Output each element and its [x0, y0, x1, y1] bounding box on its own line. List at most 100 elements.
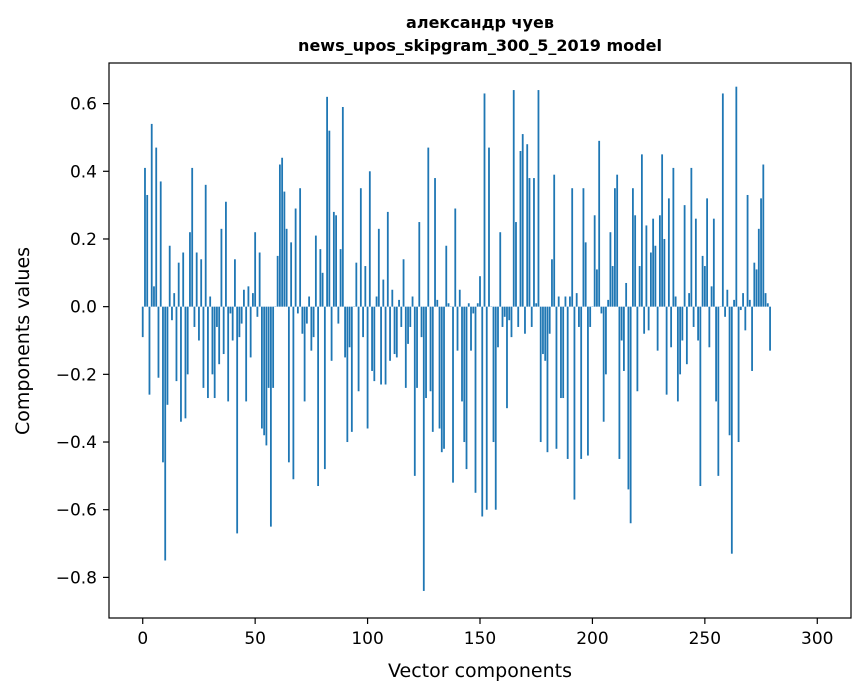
bar	[148, 306, 151, 395]
bar	[436, 299, 439, 307]
bar	[533, 178, 535, 307]
bar	[425, 306, 427, 399]
bar	[670, 306, 673, 348]
bar	[362, 306, 364, 338]
bar	[247, 286, 250, 307]
bar	[391, 289, 394, 307]
bar	[755, 269, 758, 307]
bar	[672, 167, 675, 307]
bar	[384, 306, 387, 385]
bar	[168, 245, 171, 307]
bar	[249, 306, 252, 358]
bar	[339, 249, 342, 307]
bar	[483, 93, 486, 307]
bar	[236, 306, 239, 534]
bar	[296, 306, 299, 314]
bar	[191, 167, 194, 307]
bar	[524, 306, 526, 334]
bar	[146, 194, 149, 307]
bar	[710, 286, 713, 307]
bar	[769, 306, 771, 351]
x-tick-label: 250	[689, 629, 721, 649]
bar	[463, 306, 466, 443]
chart-title-line2: news_upos_skipgram_300_5_2019 model	[298, 36, 662, 55]
bar	[173, 293, 176, 307]
bar	[265, 306, 268, 446]
bar	[186, 306, 189, 375]
bar	[566, 306, 569, 459]
bar	[701, 255, 704, 307]
bar	[292, 306, 295, 480]
bar	[470, 306, 472, 351]
bar	[328, 130, 331, 307]
y-tick-label: −0.8	[56, 568, 97, 588]
bar	[645, 225, 648, 307]
bar	[620, 306, 623, 341]
bar	[305, 306, 308, 324]
bar	[395, 306, 398, 358]
bar	[614, 188, 616, 307]
x-tick-label: 50	[244, 629, 266, 649]
bar	[690, 167, 693, 307]
bar	[688, 293, 691, 307]
bar	[706, 198, 708, 307]
bar	[234, 259, 236, 307]
bar	[647, 306, 650, 331]
bar	[341, 106, 344, 307]
bar	[364, 266, 367, 307]
bar	[368, 171, 371, 307]
bar	[699, 306, 702, 487]
bar	[528, 178, 531, 307]
bar	[164, 306, 167, 561]
bar	[636, 306, 639, 392]
bar	[243, 289, 245, 307]
bar	[202, 306, 205, 388]
bar	[643, 306, 646, 334]
bar	[346, 306, 349, 443]
bar	[461, 306, 463, 402]
x-tick-label: 150	[464, 629, 496, 649]
bar	[663, 238, 666, 307]
y-tick-label: 0.4	[70, 162, 97, 182]
bar	[517, 306, 520, 327]
bar	[389, 306, 391, 361]
bar	[323, 306, 326, 470]
bar	[676, 306, 679, 402]
bar	[580, 306, 583, 459]
bar	[573, 306, 576, 500]
bar	[452, 306, 454, 483]
bar	[515, 222, 517, 307]
bar	[607, 299, 610, 307]
bar	[283, 191, 286, 307]
bar	[348, 306, 351, 348]
bar	[508, 306, 511, 321]
bar	[497, 306, 499, 348]
bar	[454, 208, 457, 307]
bar	[582, 188, 585, 307]
bar	[177, 262, 180, 307]
bar	[180, 306, 182, 422]
bar	[546, 306, 549, 453]
bar	[679, 306, 682, 375]
y-axis-label: Components values	[12, 247, 34, 435]
bar	[434, 178, 436, 307]
bar	[182, 252, 185, 307]
bar	[357, 306, 360, 392]
bar	[429, 306, 432, 392]
bar	[431, 306, 434, 432]
bar	[258, 252, 261, 307]
bar	[402, 259, 405, 307]
bar	[748, 299, 751, 307]
bar	[593, 215, 596, 307]
bar	[337, 306, 340, 324]
bar	[587, 306, 589, 456]
bar	[447, 303, 450, 307]
x-axis-ticks: 0 50 100 150 200 250 300	[137, 618, 833, 649]
bar	[694, 218, 697, 307]
bar	[715, 306, 717, 402]
bar	[764, 293, 767, 307]
bar	[632, 188, 634, 307]
bar	[269, 306, 272, 527]
bar	[413, 306, 416, 476]
bar	[456, 306, 459, 351]
